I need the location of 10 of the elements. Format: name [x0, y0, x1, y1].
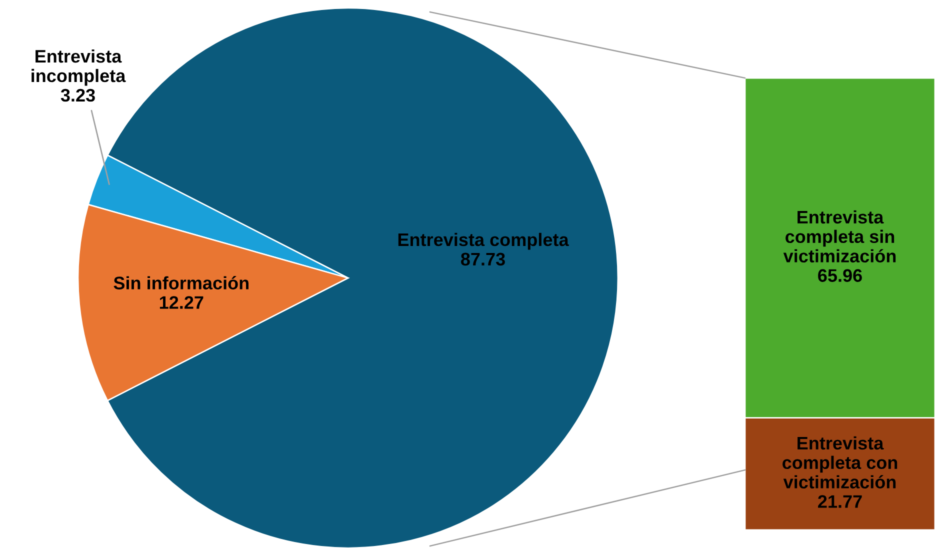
data-label: 21.77 [818, 495, 862, 508]
data-label: 65.96 [818, 269, 862, 282]
data-label: 12.27 [160, 296, 204, 309]
slice-label: Sin información [114, 276, 248, 290]
slice-label: Entrevista incompleta [32, 49, 126, 86]
slice-label: Entrevista completa [398, 232, 569, 250]
series-label: Entrevista completa con victimización [782, 436, 898, 488]
series-label: Entrevista completa sin victimización [783, 210, 896, 262]
data-label: 87.73 [460, 252, 505, 266]
data-label: 3.23 [60, 88, 95, 102]
